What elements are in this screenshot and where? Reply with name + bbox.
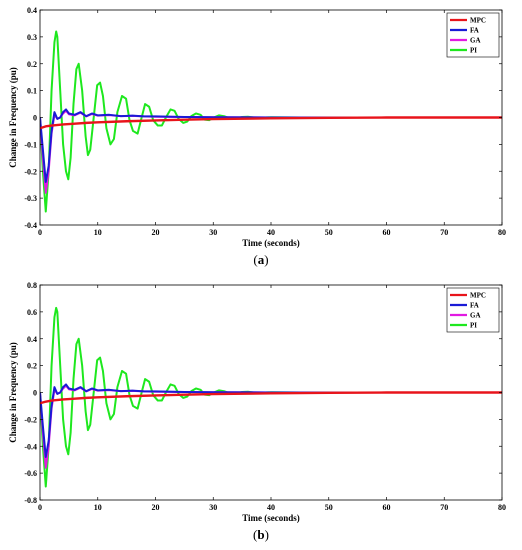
y-tick-label: -0.1 [24,140,37,149]
x-tick-label: 70 [440,228,448,237]
x-tick-label: 0 [38,503,42,512]
x-tick-label: 30 [209,503,217,512]
chart-panel-b: 0 10 20 30 40 50 60 70 80 -0.8 -0.6 -0.4 -0.2 0 0.2 0.4… [0,275,522,550]
y-tick-label: -0.2 [24,167,37,176]
x-axis-label: Time (seconds) [242,238,300,248]
series-line-fa [40,383,502,458]
x-tick-label: 10 [94,503,102,512]
y-tick-label: -0.4 [24,221,37,230]
legend-label-mpc: MPC [470,292,486,300]
y-axis-label: Change in Frequency (pu) [8,67,18,168]
legend-label-ga: GA [470,37,481,45]
x-tick-label: 50 [325,228,333,237]
x-tick-label: 0 [38,228,42,237]
x-tick-label: 10 [94,228,102,237]
y-tick-label: -0.3 [24,194,37,203]
legend-label-pi: PI [470,47,477,55]
legend-label-ga: GA [470,312,481,320]
series-group [40,30,502,213]
x-axis-label: Time (seconds) [242,513,300,523]
x-tick-label: 20 [152,228,160,237]
y-tick-label: 0.4 [27,6,37,15]
x-tick-label: 60 [383,228,391,237]
x-tick-label: 60 [383,503,391,512]
y-tick-label: 0.1 [27,87,37,96]
series-line-pi [40,30,502,213]
y-tick-label: 0.2 [27,362,37,371]
y-tick-label: -0.6 [24,469,37,478]
x-tick-label: 40 [267,228,275,237]
series-group [40,306,502,488]
x-tick-label: 50 [325,503,333,512]
x-tick-label: 40 [267,503,275,512]
chart-panel-a: 0 10 20 30 40 50 60 70 80 -0.4 -0.3 -0.2 -0.1 0 0.1 0.2… [8,6,506,267]
series-line-fa [40,108,502,183]
y-axis-label: Change in Frequency (pu) [8,342,18,443]
series-line-mpc [40,116,502,130]
series-line-mpc [40,391,502,405]
y-tick-label: -0.4 [24,442,37,451]
series-line-pi [40,306,502,488]
y-tick-label: 0.4 [27,335,37,344]
y-tick-label: 0 [33,114,37,123]
caption-b: (b) [253,527,269,542]
x-tick-label: 80 [498,228,506,237]
x-tick-label: 20 [152,503,160,512]
legend-label-fa: FA [470,27,479,35]
legend-label-pi: PI [470,322,477,330]
y-tick-label: 0.6 [27,308,37,317]
x-tick-label: 80 [498,503,506,512]
caption-a: (a) [253,252,269,267]
legend-label-mpc: MPC [470,17,486,25]
y-tick-label: 0.2 [27,60,37,69]
y-tick-label: -0.2 [24,415,37,424]
legend: MPC FA GA PI [446,287,500,333]
chart-b: 0 10 20 30 40 50 60 70 80 -0.8 -0.6 -0.4 -0.2 0 0.2 0.4… [8,281,506,523]
x-tick-label: 30 [209,228,217,237]
y-tick-label: -0.8 [24,496,37,505]
legend: MPC FA GA PI [446,12,500,58]
y-tick-label: 0.3 [27,33,37,42]
legend-label-fa: FA [470,302,479,310]
x-tick-label: 70 [440,503,448,512]
chart-a: 0 10 20 30 40 50 60 70 80 -0.4 -0.3 -0.2 -0.1 0 0.1 0.2… [8,6,506,248]
y-tick-label: 0 [33,389,37,398]
y-tick-label: 0.8 [27,281,37,290]
